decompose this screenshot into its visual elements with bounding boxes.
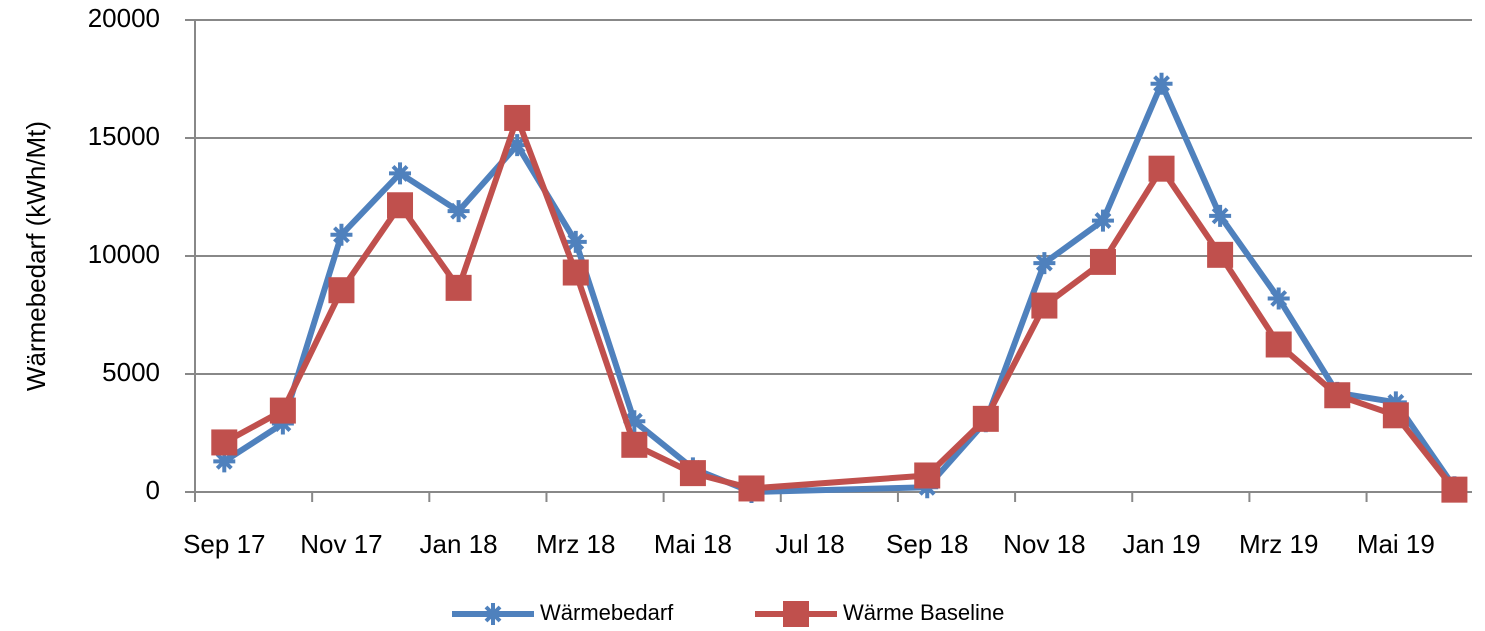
marker bbox=[447, 200, 470, 223]
gap-connector bbox=[751, 472, 928, 492]
x-tick-label: Jan 18 bbox=[420, 529, 498, 559]
y-tick-label: 5000 bbox=[102, 357, 160, 387]
marker bbox=[738, 475, 765, 502]
line bbox=[925, 165, 1457, 492]
marker bbox=[1150, 72, 1173, 95]
marker bbox=[562, 259, 589, 286]
x-tick-label: Jan 19 bbox=[1122, 529, 1200, 559]
marker bbox=[564, 230, 587, 253]
y-tick-label: 15000 bbox=[88, 121, 160, 151]
x-tick-label: Mrz 18 bbox=[536, 529, 615, 559]
marker bbox=[506, 134, 529, 157]
marker bbox=[914, 462, 941, 489]
gap-connector bbox=[751, 484, 928, 495]
x-tick-label: Mai 19 bbox=[1357, 529, 1435, 559]
marker bbox=[1207, 241, 1234, 268]
y-axis-label: Wärmebedarf (kWh/Mt) bbox=[21, 121, 51, 391]
marker bbox=[783, 601, 809, 627]
x-tick-label: Mrz 19 bbox=[1239, 529, 1318, 559]
legend-label: Wärme Baseline bbox=[843, 600, 1004, 625]
marker bbox=[621, 431, 648, 458]
marker bbox=[679, 460, 706, 487]
marker bbox=[1382, 402, 1409, 429]
marker bbox=[1267, 287, 1290, 310]
marker bbox=[1033, 252, 1056, 275]
x-tick-label: Sep 18 bbox=[886, 529, 968, 559]
marker bbox=[213, 450, 236, 473]
marker bbox=[1148, 155, 1175, 182]
line bbox=[222, 142, 753, 495]
x-tick-label: Mai 18 bbox=[654, 529, 732, 559]
marker bbox=[1089, 248, 1116, 275]
marker bbox=[1031, 292, 1058, 319]
marker bbox=[482, 603, 504, 625]
marker bbox=[972, 405, 999, 432]
marker bbox=[330, 223, 353, 246]
marker bbox=[389, 162, 412, 185]
x-tick-label: Nov 18 bbox=[1003, 529, 1085, 559]
marker bbox=[269, 397, 296, 424]
x-tick-label: Nov 17 bbox=[300, 529, 382, 559]
marker bbox=[445, 274, 472, 301]
legend-label: Wärmebedarf bbox=[540, 600, 674, 625]
x-tick-label: Sep 17 bbox=[183, 529, 265, 559]
marker bbox=[328, 277, 355, 304]
marker bbox=[623, 410, 646, 433]
x-tick-label: Jul 18 bbox=[775, 529, 844, 559]
marker bbox=[1324, 382, 1351, 409]
marker bbox=[1265, 331, 1292, 358]
line bbox=[924, 80, 1457, 490]
marker bbox=[1441, 476, 1468, 503]
marker bbox=[211, 429, 238, 456]
marker bbox=[504, 104, 531, 131]
marker bbox=[1209, 204, 1232, 227]
marker bbox=[387, 192, 414, 219]
line bbox=[222, 114, 753, 492]
marker bbox=[1091, 209, 1114, 232]
series bbox=[211, 104, 1468, 503]
y-tick-label: 20000 bbox=[88, 3, 160, 33]
y-tick-label: 0 bbox=[146, 475, 160, 505]
y-tick-label: 10000 bbox=[88, 239, 160, 269]
